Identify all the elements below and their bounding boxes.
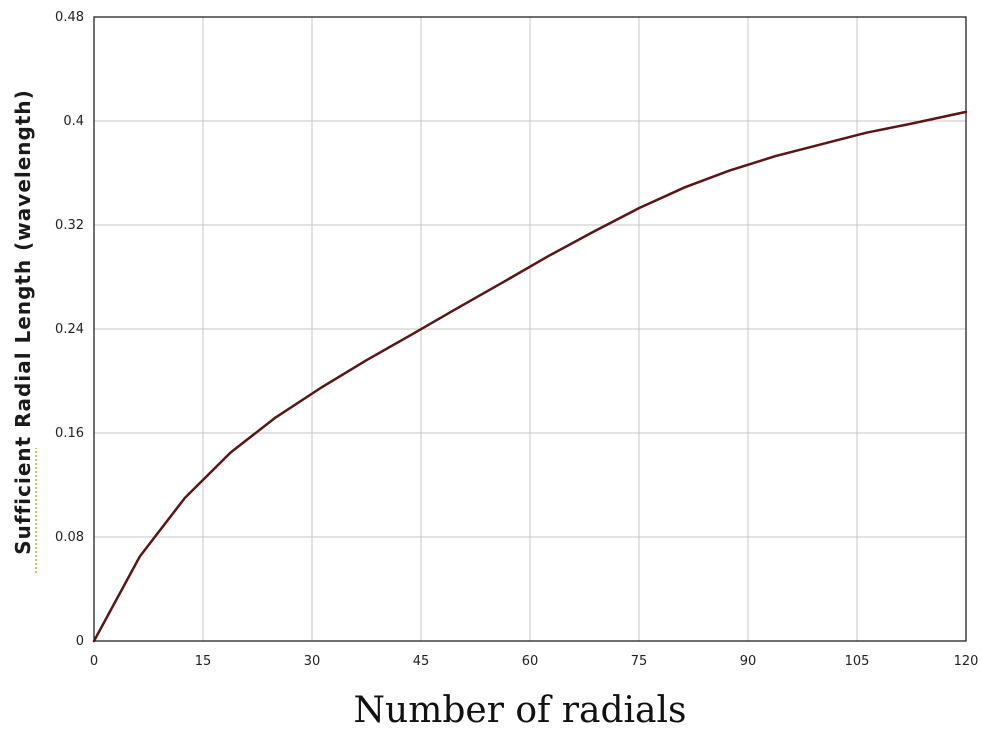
x-axis-label: Number of radials xyxy=(354,690,687,731)
y-tick-labels: 0 0.08 0.16 0.24 0.32 0.4 0.48 xyxy=(55,10,84,649)
series-line xyxy=(92,110,968,643)
y-tick-label: 0.32 xyxy=(55,218,84,233)
y-axis-label: Sufficient Radial Length (wavelength) xyxy=(11,89,35,555)
y-tick-label: 0.48 xyxy=(55,10,84,25)
y-tick-label: 0 xyxy=(76,634,84,649)
y-tick-label: 0.08 xyxy=(55,530,84,545)
y-tick-label: 0.4 xyxy=(63,114,84,129)
x-tick-label: 105 xyxy=(845,654,870,669)
y-tick-label: 0.24 xyxy=(55,322,84,337)
x-tick-label: 120 xyxy=(954,654,979,669)
x-tick-label: 60 xyxy=(522,654,539,669)
x-tick-label: 30 xyxy=(304,654,321,669)
plot-frame xyxy=(93,16,967,642)
x-tick-label: 75 xyxy=(631,654,648,669)
series-group xyxy=(92,110,968,643)
x-tick-label: 0 xyxy=(90,654,98,669)
x-tick-label: 15 xyxy=(195,654,212,669)
y-tick-label: 0.16 xyxy=(55,426,84,441)
x-tick-labels: 0 15 30 45 60 75 90 105 120 xyxy=(90,654,979,669)
x-tick-label: 90 xyxy=(740,654,757,669)
x-tick-label: 45 xyxy=(413,654,430,669)
